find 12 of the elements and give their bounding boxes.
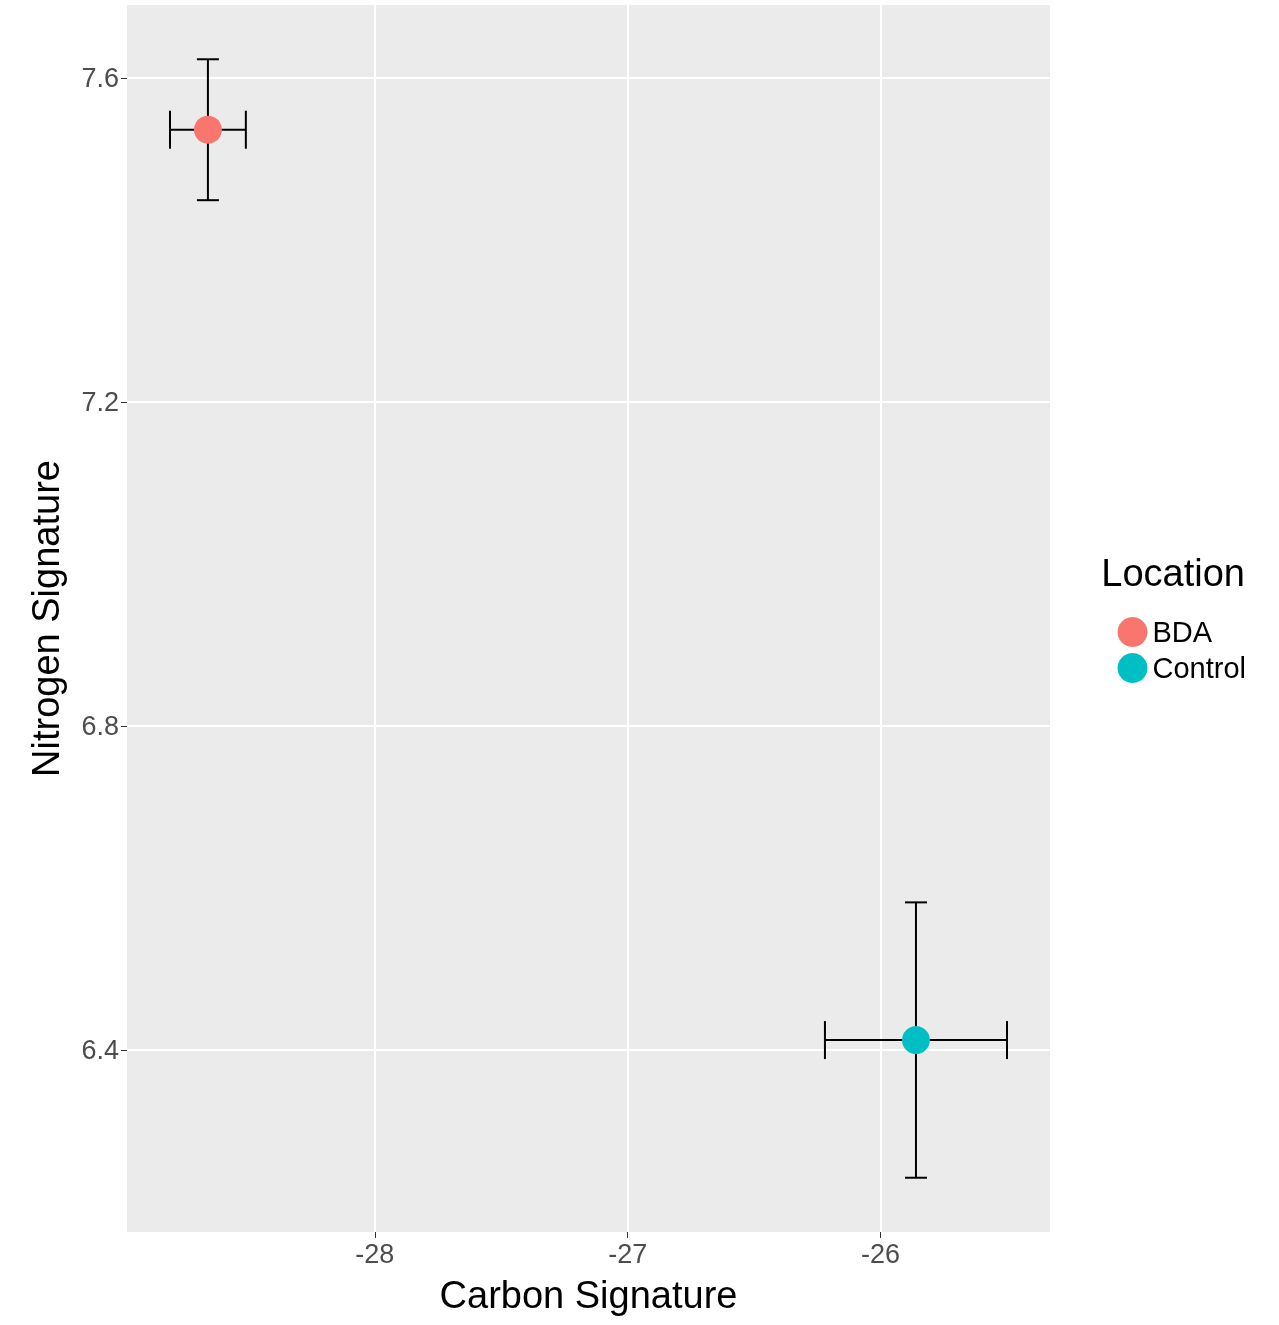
x-tick-label: -28 [355, 1238, 395, 1269]
x-tick-label: -27 [608, 1238, 648, 1269]
legend-label: BDA [1152, 616, 1213, 648]
y-axis-title: Nitrogen Signature [25, 460, 67, 777]
y-tick-label: 6.8 [81, 710, 119, 741]
legend-title: Location [1101, 552, 1245, 594]
x-axis-title: Carbon Signature [439, 1274, 738, 1316]
y-tick-label: 7.2 [81, 386, 119, 417]
x-tick-label: -26 [861, 1238, 901, 1269]
y-tick-label: 7.6 [81, 62, 119, 93]
y-tick-label: 6.4 [81, 1034, 119, 1065]
legend-label: Control [1152, 652, 1247, 684]
